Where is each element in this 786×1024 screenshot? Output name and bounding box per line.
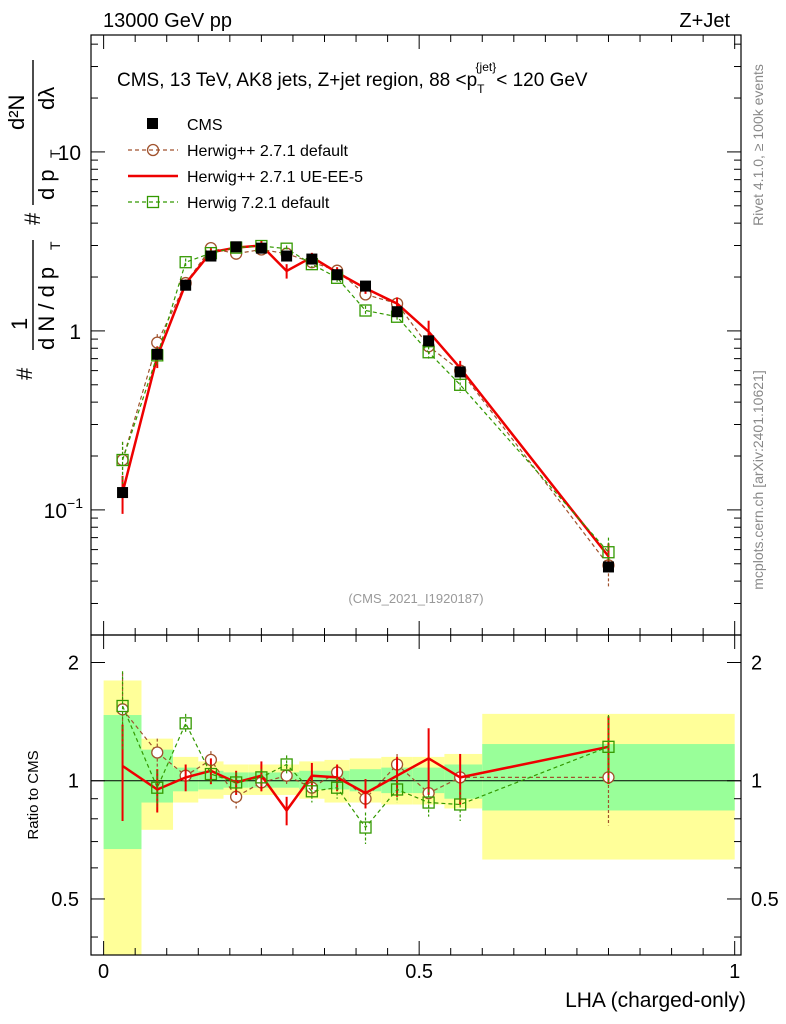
ratio-x-tick-label: 0 — [98, 961, 109, 983]
analysis-watermark: (CMS_2021_I1920187) — [348, 591, 483, 606]
ratio-herwig-2-7-1-default-line — [122, 708, 609, 800]
main-cms-data-point — [117, 487, 129, 499]
main-cms-data-point — [255, 242, 267, 254]
header-process-label: Z+Jet — [679, 10, 730, 32]
ratio-y-tick-label-left: 2 — [68, 653, 79, 675]
mcplots-label: mcplots.cern.ch [arXiv:2401.10621] — [750, 370, 766, 589]
legend-cms-label: CMS — [187, 117, 223, 134]
legend-cms-marker — [147, 118, 158, 129]
ratio-herwig-2-7-1-ue-ee-5-line — [121, 745, 609, 813]
ratio-y-axis-label: Ratio to CMS — [25, 750, 42, 839]
ratio-x-tick-label: 0.5 — [405, 961, 433, 983]
ylabel-hash-1: # — [12, 367, 37, 380]
ylabel-T-sub-1: T — [47, 241, 63, 250]
main-herwig-7-2-1-default-point — [179, 256, 192, 269]
ratio-herwig-7-2-1-default-point — [229, 776, 243, 789]
main-cms-data-point — [230, 241, 242, 253]
ratio-series-group — [116, 671, 615, 845]
ratio-herwig-7-2-1-default-point — [359, 821, 372, 834]
header-collision-label: 13000 GeV pp — [103, 10, 232, 32]
main-plot-frame — [91, 35, 741, 635]
legend-herwig-pp-default-label: Herwig++ 2.7.1 default — [187, 143, 349, 160]
ratio-herwig-7-2-1-default-point — [116, 699, 129, 713]
main-series-group — [116, 239, 615, 588]
main-cms-data-point — [281, 250, 293, 262]
title-sup: {jet} — [476, 60, 497, 74]
main-cms-data-point — [360, 280, 372, 292]
axis-ticks — [91, 35, 741, 955]
ylabel-dlambda: dλ — [34, 87, 59, 110]
main-cms-data-point — [151, 348, 163, 360]
legend-entry-herwig7-default: Herwig 7.2.1 default — [128, 195, 330, 212]
main-y-tick-label: 10 — [58, 142, 81, 165]
main-herwig-7-2-1-default-point — [454, 378, 467, 391]
ratio-herwig-7-2-1-default-point — [305, 785, 319, 798]
main-cms-data-point — [306, 253, 318, 265]
main-plot-title: CMS, 13 TeV, AK8 jets, Z+jet region, 88 … — [117, 60, 588, 96]
main-cms-data-point — [205, 250, 217, 262]
ratio-herwig-7-2-1-default-point — [204, 767, 218, 781]
x-axis-label: LHA (charged-only) — [565, 989, 746, 1012]
main-y-axis-label: # 1 d N / d p T # d²N d p T dλ — [4, 60, 63, 380]
ylabel-one: 1 — [7, 318, 32, 330]
ratio-y-tick-label-right: 2 — [751, 653, 762, 675]
ratio-herwig-7-2-1-default-point — [179, 717, 192, 730]
ratio-herwig-7-2-1-default-point — [255, 771, 268, 784]
ratio-herwig-7-2-1-default-point — [151, 781, 164, 794]
main-cms-data-point — [602, 561, 614, 573]
legend-entry-herwig-pp-default: Herwig++ 2.7.1 default — [128, 143, 349, 160]
main-y-tick-label: 1 — [69, 321, 81, 344]
main-herwig-2-7-1-ue-ee-5-line — [121, 244, 610, 558]
ylabel-hash-2: # — [20, 212, 45, 225]
rivet-version-label: Rivet 4.1.0, ≥ 100k events — [750, 64, 766, 226]
legend-herwig7-default-label: Herwig 7.2.1 default — [187, 195, 330, 212]
main-herwig-7-2-1-default-point — [422, 346, 435, 359]
main-y-tick-exponent: −1 — [67, 495, 83, 511]
ratio-y-tick-label-left: 1 — [68, 771, 79, 793]
legend-entry-cms: CMS — [147, 117, 223, 134]
ratio-herwig-7-2-1-default-point — [602, 740, 615, 753]
ratio-axes-border — [90, 634, 742, 956]
ratio-y-tick-label-right: 1 — [751, 771, 762, 793]
main-y-tick-label: 10 — [44, 500, 67, 523]
legend-herwig-pp-default-marker — [146, 143, 160, 157]
main-cms-data-point — [391, 306, 403, 318]
ratio-herwig-7-2-1-default-point — [390, 783, 404, 796]
ylabel-dN-dpT: d N / d p — [34, 267, 59, 350]
ratio-herwig-7-2-1-default-point — [280, 758, 293, 771]
title-prefix: CMS, 13 TeV, AK8 jets, Z+jet region, 88 … — [117, 70, 477, 91]
main-cms-data-point — [454, 366, 466, 378]
main-cms-data-point — [331, 269, 343, 281]
ratio-herwig-7-2-1-default-point — [422, 796, 435, 809]
ratio-herwig-7-2-1-default-point — [330, 781, 344, 794]
legend-entry-herwig-pp-ueee5: Herwig++ 2.7.1 UE-EE-5 — [128, 169, 363, 186]
main-cms-data-point — [180, 279, 192, 291]
legend: CMS Herwig++ 2.7.1 default Herwig++ 2.7.… — [128, 117, 363, 212]
title-suffix: < 120 GeV — [496, 70, 588, 91]
legend-herwig-pp-ueee5-label: Herwig++ 2.7.1 UE-EE-5 — [187, 169, 363, 186]
ylabel-T-sub-2: T — [47, 149, 63, 158]
main-herwig-7-2-1-default-point — [116, 453, 129, 467]
ylabel-d2N: d²N — [4, 95, 29, 130]
ratio-herwig-2-7-1-default-point — [151, 746, 164, 759]
ratio-y-tick-label-left: 0.5 — [51, 889, 79, 911]
ratio-y-tick-label-right: 0.5 — [751, 889, 779, 911]
main-herwig-7-2-1-default-point — [602, 546, 615, 559]
ratio-herwig-7-2-1-default-point — [454, 798, 467, 811]
main-cms-data-point — [423, 335, 435, 347]
ylabel-dpT: d p — [34, 169, 59, 200]
legend-herwig7-default-marker — [146, 195, 160, 209]
ratio-x-tick-label: 1 — [729, 961, 740, 983]
main-herwig-7-2-1-default-point — [359, 304, 372, 317]
title-sub: T — [477, 82, 485, 96]
